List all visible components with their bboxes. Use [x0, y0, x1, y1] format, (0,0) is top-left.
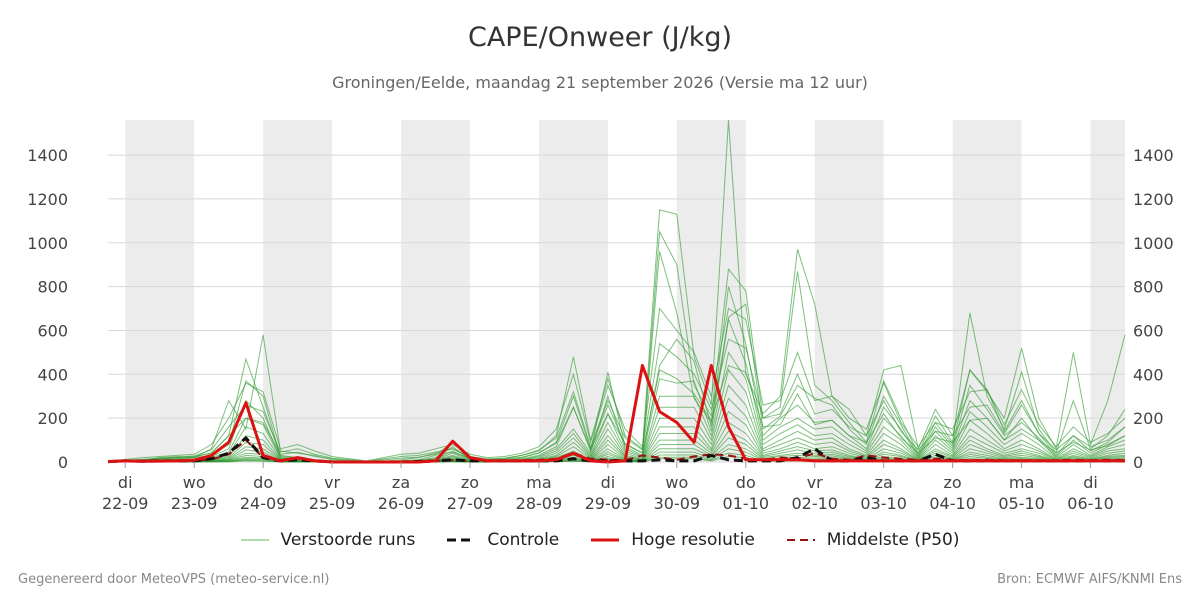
x-tick-day: za — [392, 473, 410, 492]
x-tick-day: ma — [1009, 473, 1034, 492]
x-tick-date: 23-09 — [171, 494, 218, 513]
y-tick-label-left: 400 — [37, 365, 68, 384]
ensemble-member-line — [107, 364, 1126, 463]
day-band — [814, 120, 884, 462]
y-tick-label-right: 800 — [1133, 278, 1164, 297]
legend-item-ensemble[interactable]: Verstoorde runs — [240, 530, 416, 550]
chart-title: CAPE/Onweer (J/kg) — [467, 22, 732, 53]
legend-item-p50[interactable]: Middelste (P50) — [786, 530, 960, 550]
ensemble-member-line — [107, 397, 1126, 463]
hires-line — [107, 364, 1125, 464]
main-lines — [107, 364, 1126, 464]
x-tick-day: za — [875, 473, 893, 492]
ensemble-member-line — [107, 307, 1126, 462]
x-tick-day: vr — [324, 473, 340, 492]
x-axis: di 22-09 wo 23-09 do 24-09 vr 25-09 za 26-09 zo 27-… — [102, 462, 1114, 513]
legend-swatch-control — [447, 538, 476, 542]
day-band — [263, 120, 333, 462]
y-tick-label-left: 1000 — [27, 234, 68, 253]
legend-item-control[interactable]: Controle — [447, 530, 559, 550]
x-tick-date: 22-09 — [102, 494, 149, 513]
day-shading — [125, 120, 1125, 462]
footer-source: Bron: ECMWF AIFS/KNMI Ens — [997, 572, 1182, 587]
day-band — [125, 120, 195, 462]
day-band — [1090, 120, 1125, 462]
ensemble-member-line — [107, 368, 1126, 463]
legend-label-hires: Hoge resolutie — [631, 530, 755, 550]
y-tick-label-right: 200 — [1133, 409, 1164, 428]
x-tick-date: 03-10 — [860, 494, 907, 513]
y-tick-label-left: 800 — [37, 278, 68, 297]
y-axis-left: 0 200 400 600 800 1000 1200 1400 — [27, 146, 68, 472]
x-tick-date: 26-09 — [378, 494, 425, 513]
y-tick-label-left: 1400 — [27, 146, 68, 165]
y-tick-label-left: 600 — [37, 321, 68, 340]
x-tick-day: di — [118, 473, 133, 492]
ensemble-member-line — [107, 317, 1126, 463]
y-tick-label-right: 400 — [1133, 365, 1164, 384]
ensemble-member-line — [107, 384, 1126, 463]
y-tick-label-right: 1400 — [1133, 146, 1174, 165]
legend-label-control: Controle — [487, 530, 560, 550]
x-tick-day: ma — [526, 473, 551, 492]
x-tick-date: 29-09 — [585, 494, 632, 513]
x-tick-day: zo — [944, 473, 962, 492]
x-tick-date: 30-09 — [654, 494, 701, 513]
y-tick-label-right: 1000 — [1133, 234, 1174, 253]
x-tick-day: wo — [183, 473, 206, 492]
day-band — [538, 120, 608, 462]
legend-label-p50: Middelste (P50) — [826, 530, 960, 550]
y-tick-label-left: 0 — [58, 453, 68, 472]
x-tick-date: 04-10 — [929, 494, 976, 513]
ensemble-member-line — [107, 251, 1126, 463]
footer-credit: Gegenereerd door MeteoVPS (meteo-service… — [18, 572, 330, 587]
y-tick-label-right: 0 — [1133, 453, 1143, 472]
legend-swatch-ensemble — [240, 539, 269, 541]
ensemble-member-line — [107, 338, 1126, 462]
x-tick-date: 01-10 — [723, 494, 770, 513]
x-tick-date: 06-10 — [1067, 494, 1114, 513]
x-tick-day: vr — [807, 473, 823, 492]
x-tick-date: 28-09 — [516, 494, 563, 513]
y-tick-label-left: 200 — [37, 409, 68, 428]
legend-swatch-hires — [591, 538, 620, 542]
x-tick-date: 25-09 — [309, 494, 356, 513]
x-tick-day: zo — [461, 473, 479, 492]
ensemble-member-line — [107, 119, 1126, 463]
y-axis-right: 0 200 400 600 800 1000 1200 1400 — [1133, 146, 1174, 472]
legend: Verstoorde runs Controle Hoge resolutie … — [0, 530, 1200, 550]
x-tick-day: di — [601, 473, 616, 492]
y-tick-label-right: 600 — [1133, 321, 1164, 340]
day-band — [401, 120, 470, 462]
x-tick-date: 05-10 — [998, 494, 1045, 513]
legend-swatch-p50 — [786, 539, 815, 541]
x-tick-date: 02-10 — [791, 494, 838, 513]
day-band — [676, 120, 746, 462]
x-tick-day: do — [253, 473, 273, 492]
y-tick-label-right: 1200 — [1133, 190, 1174, 209]
legend-item-hires[interactable]: Hoge resolutie — [591, 530, 755, 550]
x-tick-day: di — [1083, 473, 1098, 492]
chart-subtitle: Groningen/Eelde, maandag 21 september 20… — [332, 73, 868, 92]
x-tick-date: 27-09 — [447, 494, 494, 513]
y-tick-label-left: 1200 — [27, 190, 68, 209]
cape-chart: 0 200 400 600 800 1000 1200 1400 0 200 400 600 800 1… — [27, 119, 1174, 513]
x-tick-date: 24-09 — [240, 494, 287, 513]
legend-label-ensemble: Verstoorde runs — [280, 530, 416, 550]
x-tick-day: do — [736, 473, 756, 492]
x-tick-day: wo — [665, 473, 688, 492]
